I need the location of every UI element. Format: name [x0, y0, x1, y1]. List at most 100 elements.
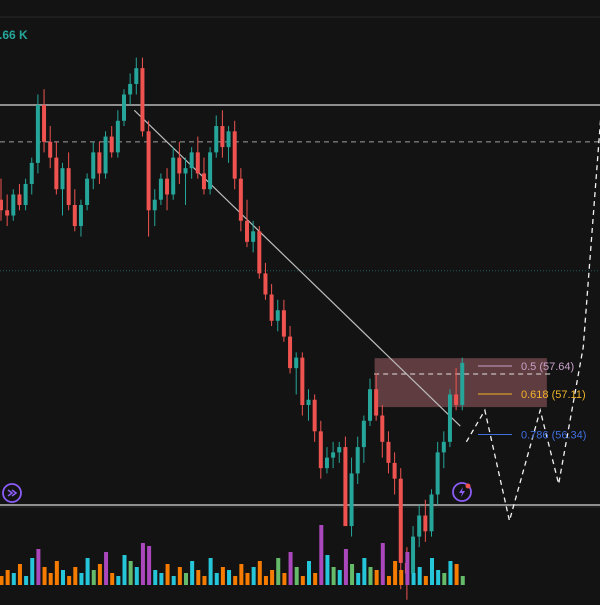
candle-body	[11, 194, 16, 216]
volume-bar	[393, 561, 398, 585]
candle-body	[429, 494, 434, 532]
volume-bar	[128, 561, 133, 585]
volume-bar	[270, 570, 275, 585]
candle-body	[177, 157, 182, 174]
candle-body	[288, 336, 293, 369]
candle-body	[91, 152, 96, 179]
volume-bar	[436, 570, 441, 585]
candle-body	[146, 131, 151, 211]
fib-level-label-0.5: 0.5 (57.64)	[521, 361, 574, 373]
volume-bar	[54, 561, 59, 585]
volume-bar	[307, 561, 311, 585]
volume-bar	[79, 573, 84, 585]
candle-body	[54, 157, 59, 190]
volume-bar	[423, 576, 428, 585]
volume-bar	[208, 558, 213, 585]
candle-body	[312, 399, 317, 432]
candle-body	[115, 120, 120, 153]
candle-body	[343, 447, 348, 527]
candle-body	[195, 152, 200, 174]
candle-body	[60, 168, 65, 190]
volume-bar	[116, 576, 121, 585]
alert-icon-bolt	[459, 487, 465, 497]
volume-bar	[147, 546, 152, 585]
candle-body	[454, 394, 459, 405]
candle-body	[23, 183, 28, 205]
candle-body	[183, 168, 188, 174]
volume-bar	[165, 564, 170, 585]
candle-body	[245, 220, 249, 242]
candle-body	[0, 199, 3, 211]
replay-icon-ring	[2, 483, 22, 503]
candle-body	[134, 68, 139, 84]
candle-body	[257, 231, 262, 274]
candle-body	[374, 389, 379, 416]
candle-body	[447, 394, 452, 442]
chart-frame	[0, 16, 600, 508]
replay-icon-arrows	[7, 489, 18, 497]
candle-body	[306, 399, 311, 405]
trendline	[133, 109, 461, 427]
volume-bar	[368, 567, 373, 585]
replay-icon	[2, 483, 22, 503]
candle-body	[355, 447, 360, 474]
volume-bar	[251, 567, 256, 585]
candle-body	[368, 389, 372, 421]
volume-bar	[430, 558, 434, 585]
volume-bar	[417, 567, 422, 585]
chart-icons	[2, 482, 472, 503]
candle-body	[214, 126, 219, 153]
volume-bar	[454, 564, 459, 585]
volume-bar	[17, 564, 22, 585]
trendline-group	[133, 109, 461, 427]
volume-bar	[11, 573, 16, 585]
volume-bar	[220, 567, 225, 585]
volume-bar	[177, 567, 182, 585]
volume-bar	[0, 576, 4, 585]
candle-body	[35, 105, 40, 163]
volume-bar	[374, 570, 379, 585]
volume-bar	[153, 570, 158, 585]
volume-bar	[448, 561, 453, 585]
candle-body	[238, 178, 243, 221]
volume-bar	[294, 567, 299, 585]
fib-level-label-0.618: 0.618 (57.11)	[521, 389, 586, 401]
candle-body	[128, 83, 133, 95]
candle-body	[460, 362, 465, 405]
volume-bar	[190, 561, 195, 585]
candle-body	[109, 136, 114, 153]
candle-body	[318, 431, 323, 469]
volume-bar	[319, 525, 324, 585]
volume-bar	[405, 552, 410, 585]
candle-body	[263, 273, 268, 295]
candle-body	[158, 178, 163, 200]
candle-body	[5, 210, 10, 216]
volume-bar	[73, 567, 78, 585]
alert-icon-ring	[452, 482, 472, 502]
volume-bar	[30, 558, 35, 585]
candle-body	[66, 168, 71, 205]
volume-bar	[159, 573, 164, 585]
candle-body	[331, 452, 336, 458]
volume-bar	[91, 570, 96, 585]
volume-bar	[171, 576, 176, 585]
volume-bar	[276, 558, 281, 585]
candle-body	[269, 294, 274, 321]
volume-bar	[122, 555, 127, 585]
candle-body	[324, 457, 329, 469]
volume-bar	[282, 573, 287, 585]
candle-body	[171, 157, 176, 195]
alert-icon-dot	[465, 483, 471, 489]
volume-bar	[36, 549, 41, 585]
volume-bar	[313, 573, 318, 585]
projection-group	[465, 118, 600, 521]
candle-body	[48, 141, 53, 158]
candle-body	[201, 173, 206, 190]
candle-body	[78, 205, 83, 227]
candle-body	[189, 152, 194, 169]
volume-bar	[227, 570, 232, 585]
volume-readout: .66 K	[0, 28, 28, 42]
volume-bar	[196, 570, 201, 585]
